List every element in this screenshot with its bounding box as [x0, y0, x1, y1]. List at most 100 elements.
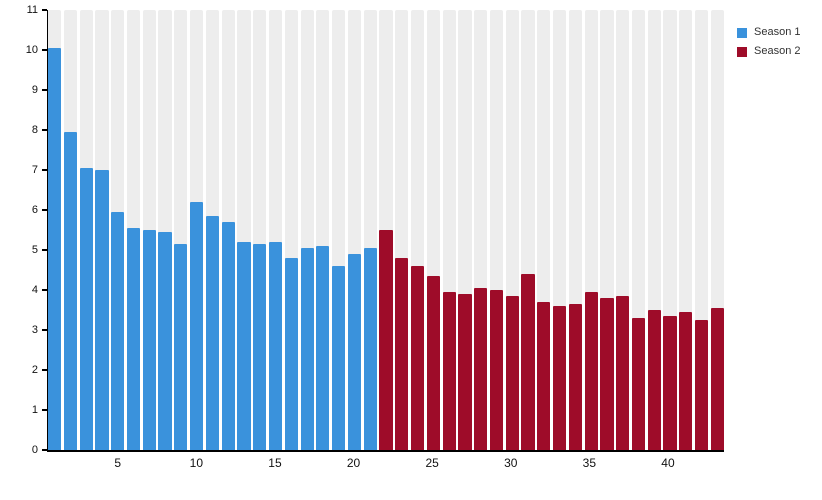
y-axis-tick — [42, 329, 47, 331]
bar-track — [111, 10, 125, 450]
y-axis-tick — [42, 369, 47, 371]
y-tick-label: 3 — [31, 323, 38, 336]
y-axis-tick — [42, 409, 47, 411]
y-axis-tick — [42, 249, 47, 251]
bar-track — [237, 10, 251, 450]
bar — [600, 298, 614, 450]
bar-track — [63, 10, 77, 450]
bar — [395, 258, 409, 450]
bar — [584, 292, 598, 450]
bar-track — [300, 10, 314, 450]
bar-track — [126, 10, 141, 450]
bar-track — [616, 10, 630, 450]
x-tick-label: 10 — [189, 456, 204, 470]
bar — [221, 222, 235, 450]
bar — [521, 274, 535, 450]
bar-track — [663, 10, 677, 450]
bar — [616, 296, 630, 450]
bar-track — [221, 10, 235, 450]
legend-item-season-2: Season 2 — [737, 46, 800, 57]
y-tick-label: 6 — [31, 203, 38, 216]
bar — [426, 276, 440, 450]
bar-track — [253, 10, 267, 450]
bar — [568, 304, 582, 450]
y-axis-tick — [42, 49, 47, 51]
bar — [190, 202, 204, 450]
bar — [48, 48, 62, 450]
bar — [158, 232, 172, 450]
bar-track — [568, 10, 582, 450]
bar-track — [284, 10, 298, 450]
bar — [142, 230, 156, 450]
bar — [647, 310, 661, 450]
bar — [474, 288, 488, 450]
bar — [237, 242, 251, 450]
bar-track — [600, 10, 614, 450]
bar — [347, 254, 362, 450]
bar — [458, 294, 472, 450]
bar-track — [647, 10, 661, 450]
bar-track — [268, 10, 283, 450]
bar — [710, 308, 724, 450]
bar — [332, 266, 346, 450]
y-tick-label: 9 — [31, 83, 38, 96]
bar-track — [410, 10, 425, 450]
bar-track — [79, 10, 93, 450]
bar — [63, 132, 77, 450]
bar — [316, 246, 330, 450]
plot-area — [47, 10, 724, 452]
bar-track — [710, 10, 724, 450]
bar — [79, 168, 93, 450]
y-axis-tick — [42, 89, 47, 91]
bar-track — [316, 10, 330, 450]
bar-track — [363, 10, 377, 450]
bar-track — [332, 10, 346, 450]
y-tick-label: 2 — [31, 363, 38, 376]
bar-track — [584, 10, 598, 450]
bar — [174, 244, 188, 450]
bar-track — [95, 10, 109, 450]
bar-track — [695, 10, 709, 450]
y-tick-label: 4 — [31, 283, 38, 296]
bar-track — [142, 10, 156, 450]
bar-track — [426, 10, 440, 450]
bar — [631, 318, 646, 450]
y-tick-label: 5 — [31, 243, 38, 256]
bar-track — [521, 10, 535, 450]
x-tick-label: 35 — [582, 456, 597, 470]
legend-item-season-1: Season 1 — [737, 27, 800, 38]
bar — [379, 230, 393, 450]
x-tick-label: 5 — [114, 456, 122, 470]
bar-track — [553, 10, 567, 450]
y-axis-tick — [42, 209, 47, 211]
y-axis-tick — [42, 129, 47, 131]
bar — [553, 306, 567, 450]
bar — [489, 290, 504, 450]
season-2-swatch-icon — [737, 46, 747, 57]
y-axis-tick — [42, 449, 47, 451]
x-tick-label: 20 — [346, 456, 361, 470]
y-tick-label: 11 — [26, 3, 38, 16]
season-1-swatch-icon — [737, 27, 747, 38]
bar — [505, 296, 519, 450]
bar — [284, 258, 298, 450]
bar — [111, 212, 125, 450]
bar-track — [458, 10, 472, 450]
bar-track — [205, 10, 219, 450]
bar — [253, 244, 267, 450]
legend-label: Season 2 — [754, 45, 801, 57]
bar-track — [190, 10, 204, 450]
y-axis-tick — [42, 289, 47, 291]
bar-track — [442, 10, 456, 450]
y-tick-label: 7 — [31, 163, 38, 176]
bar — [537, 302, 551, 450]
bar-track — [347, 10, 362, 450]
x-tick-label: 15 — [268, 456, 282, 470]
legend-label: Season 1 — [754, 26, 801, 38]
y-tick-label: 8 — [31, 123, 38, 136]
x-tick-label: 40 — [661, 456, 675, 470]
y-tick-label: 10 — [25, 43, 38, 56]
bar-track — [379, 10, 393, 450]
x-tick-label: 30 — [504, 456, 518, 470]
